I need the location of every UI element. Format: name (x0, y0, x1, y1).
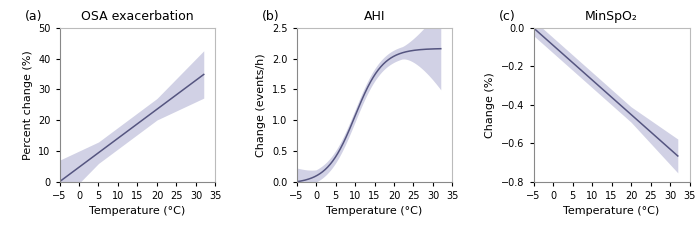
Text: (b): (b) (262, 10, 280, 23)
X-axis label: Temperature (°C): Temperature (°C) (564, 206, 659, 216)
Y-axis label: Change (events/h): Change (events/h) (256, 53, 267, 157)
X-axis label: Temperature (°C): Temperature (°C) (326, 206, 423, 216)
Title: AHI: AHI (364, 10, 385, 23)
Title: OSA exacerbation: OSA exacerbation (81, 10, 194, 23)
Text: (c): (c) (499, 10, 516, 23)
Y-axis label: Percent change (%): Percent change (%) (22, 50, 32, 160)
Title: MinSpO₂: MinSpO₂ (585, 10, 638, 23)
X-axis label: Temperature (°C): Temperature (°C) (90, 206, 186, 216)
Y-axis label: Change (%): Change (%) (486, 72, 496, 138)
Text: (a): (a) (25, 10, 43, 23)
